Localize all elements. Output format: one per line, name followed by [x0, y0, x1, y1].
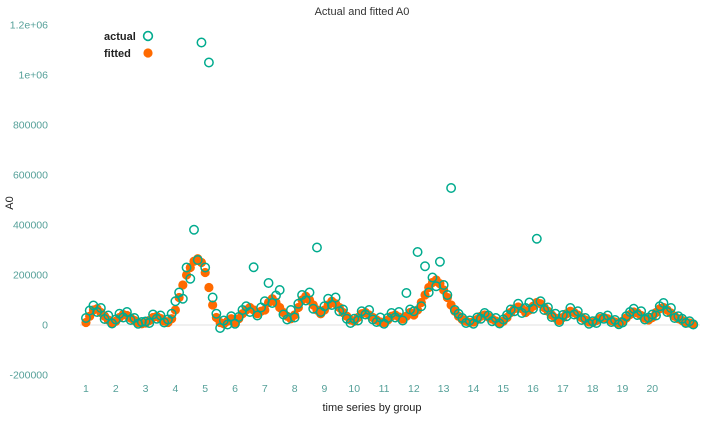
x-tick-label: 13	[438, 383, 450, 395]
y-tick-label: 1e+06	[19, 70, 49, 82]
x-axis-title: time series by group	[322, 402, 421, 414]
data-points	[81, 37, 699, 333]
x-tick-label: 2	[113, 383, 119, 395]
x-tick-label: 7	[262, 383, 268, 395]
x-tick-label: 3	[143, 383, 149, 395]
y-tick-label: 0	[42, 320, 48, 332]
legend-fitted-marker-icon	[143, 48, 153, 58]
legend: actual fitted	[104, 30, 154, 60]
legend-actual-marker-icon	[142, 30, 154, 42]
x-tick-label: 10	[348, 383, 360, 395]
x-tick-label: 17	[557, 383, 569, 395]
y-axis-tick-labels: -200000 0 200000 400000 600000 800000 1e+06 1.2…	[9, 20, 48, 382]
x-tick-label: 5	[202, 383, 208, 395]
x-tick-label: 14	[468, 383, 480, 395]
x-axis-tick-labels: 1 2 3 4 5 6 7 8 9 10 11 12 13 14 15 16 17 18 19 20	[83, 383, 658, 395]
chart-title: Actual and fitted A0	[315, 6, 410, 18]
x-tick-label: 8	[292, 383, 298, 395]
y-tick-label: 400000	[13, 220, 48, 232]
x-tick-label: 15	[497, 383, 509, 395]
legend-label-actual: actual	[104, 31, 136, 43]
x-tick-label: 6	[232, 383, 238, 395]
legend-label-fitted: fitted	[104, 48, 131, 60]
x-tick-label: 9	[322, 383, 328, 395]
x-tick-label: 12	[408, 383, 420, 395]
x-tick-label: 18	[587, 383, 599, 395]
y-tick-label: 600000	[13, 170, 48, 182]
x-tick-label: 20	[646, 383, 658, 395]
x-tick-label: 19	[617, 383, 629, 395]
x-tick-label: 11	[379, 383, 390, 395]
y-tick-label: 800000	[13, 120, 48, 132]
x-tick-label: 1	[83, 383, 89, 395]
y-axis-title: A0	[4, 196, 16, 209]
x-tick-label: 4	[172, 383, 178, 395]
series-actual	[81, 37, 699, 333]
y-tick-label: 200000	[13, 270, 48, 282]
x-tick-label: 16	[527, 383, 539, 395]
y-tick-label: -200000	[9, 370, 48, 382]
y-tick-label: 1.2e+06	[10, 20, 48, 32]
